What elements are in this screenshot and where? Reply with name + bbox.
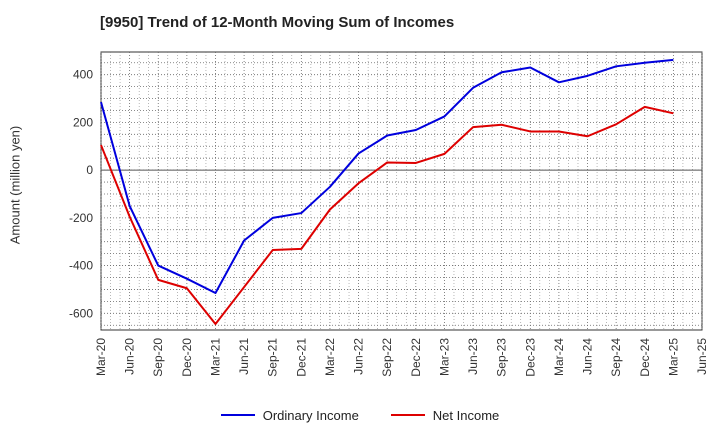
y-tick-label: 200 (73, 115, 93, 129)
legend-item: Ordinary Income (220, 407, 359, 423)
legend-swatch (390, 414, 425, 416)
x-tick-label: Jun-22 (352, 338, 366, 375)
x-tick-label: Dec-24 (638, 338, 652, 377)
legend: Ordinary Income Net Income (0, 404, 720, 423)
y-tick-label: 0 (86, 163, 93, 177)
legend-label: Ordinary Income (262, 407, 359, 423)
chart-title: [9950] Trend of 12-Month Moving Sum of I… (100, 14, 455, 31)
x-tick-label: Mar-20 (94, 338, 108, 376)
y-tick-label: -400 (69, 259, 93, 273)
legend-item: Net Income (390, 407, 500, 423)
plot-frame (100, 51, 703, 331)
x-tick-layer: Mar-20 Jun-20 Sep-20 Dec-20 Mar-21 Jun-21 Sep-… (94, 338, 709, 377)
x-tick-label: Jun-23 (466, 338, 480, 375)
x-tick-label: Mar-23 (437, 338, 451, 376)
x-tick-label: Dec-21 (294, 338, 308, 377)
x-tick-label: Mar-25 (666, 338, 680, 376)
x-tick-label: Dec-22 (409, 338, 423, 377)
x-tick-label: Jun-25 (695, 338, 709, 375)
x-tick-label: Sep-22 (380, 338, 394, 377)
y-tick-label: -600 (69, 306, 93, 320)
y-tick-label: 400 (73, 68, 93, 82)
y-tick-layer: -600 -400 -200 0 200 400 (69, 68, 93, 321)
x-tick-label: Jun-24 (581, 338, 595, 375)
x-tick-label: Mar-24 (552, 338, 566, 376)
x-tick-label: Jun-20 (123, 338, 137, 375)
x-tick-label: Dec-20 (180, 338, 194, 377)
x-tick-label: Jun-21 (237, 338, 251, 375)
x-tick-label: Dec-23 (523, 338, 537, 377)
grid-layer (100, 52, 703, 330)
x-tick-label: Mar-21 (208, 338, 222, 376)
plot-area: -600 -400 -200 0 200 400 Mar-20 Jun-20 Sep-20 De… (69, 51, 709, 377)
legend-swatch (220, 414, 255, 416)
x-tick-label: Mar-22 (323, 338, 337, 376)
x-tick-label: Sep-21 (266, 338, 280, 377)
x-tick-label: Sep-24 (609, 338, 623, 377)
x-tick-label: Sep-20 (151, 338, 165, 377)
series-layer (100, 58, 674, 326)
y-tick-label: -200 (69, 211, 93, 225)
legend-label: Net Income (432, 407, 500, 423)
series-line-0 (100, 58, 674, 295)
series-line-1 (100, 105, 674, 326)
x-tick-label: Sep-23 (495, 338, 509, 377)
